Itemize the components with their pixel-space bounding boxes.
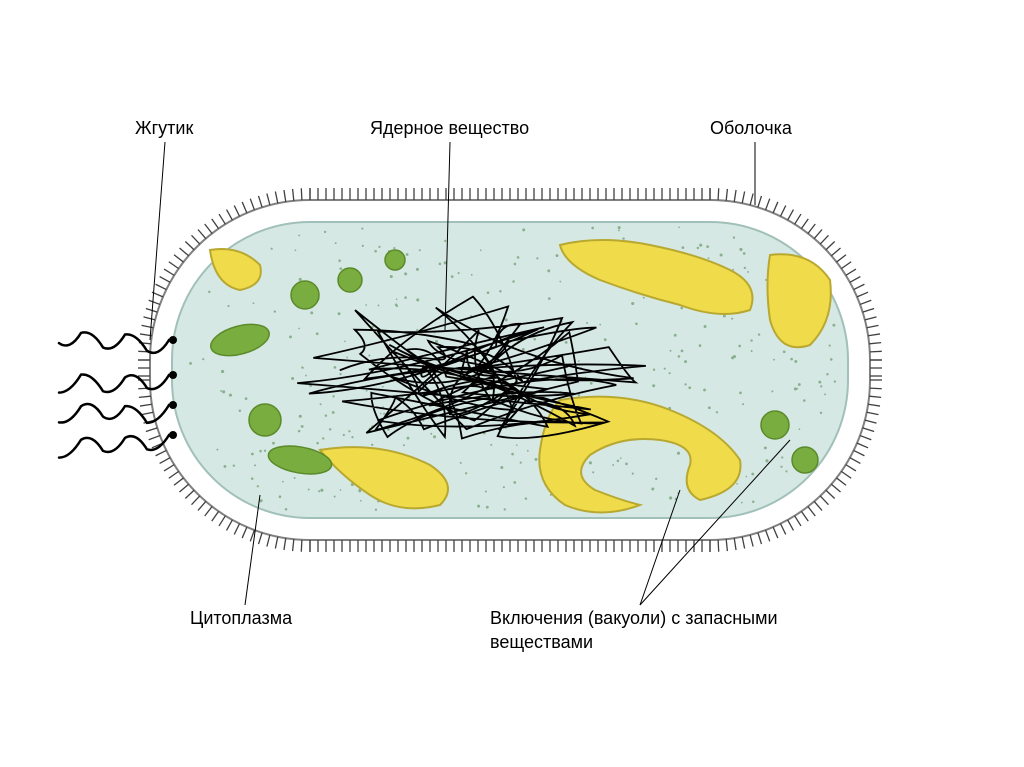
label-cytoplasm: Цитоплазма [190,608,292,629]
label-inclusions-line1: Включения (вакуоли) с запасными [490,608,778,629]
label-nucleoid: Ядерное вещество [370,118,529,139]
label-inclusions-line2: веществами [490,632,593,653]
label-flagellum: Жгутик [135,118,193,139]
label-membrane: Оболочка [710,118,792,139]
